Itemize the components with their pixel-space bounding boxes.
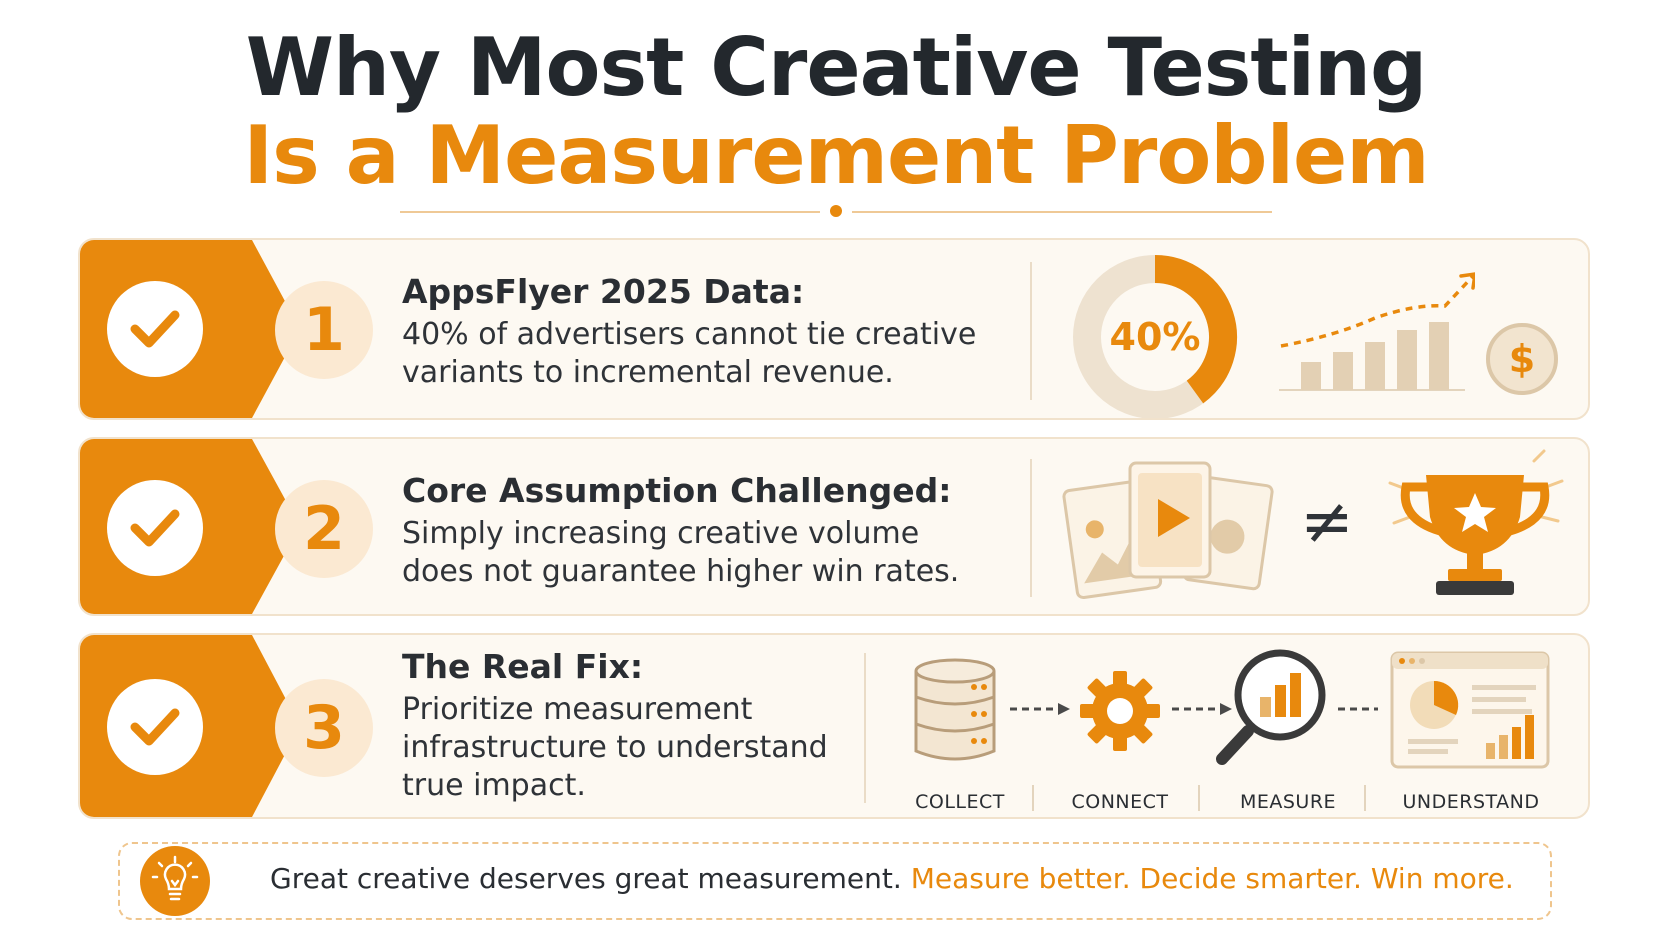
step-separator-2 <box>1198 785 1200 811</box>
row-2-separator <box>1030 459 1032 597</box>
creative-cards-icon <box>1062 461 1274 600</box>
row-3-separator <box>864 653 866 803</box>
row-1-separator <box>1030 262 1032 400</box>
database-icon <box>914 658 996 761</box>
footer-text-accent: Measure better. Decide smarter. Win more… <box>910 862 1514 895</box>
magnifier-chart-icon <box>1216 649 1326 765</box>
row-1-number: 1 <box>275 281 373 379</box>
row-3-body: Prioritize measurement infrastructure to… <box>402 692 828 803</box>
arrow-connect-measure <box>1172 703 1232 715</box>
row-1-check-icon <box>107 281 203 377</box>
row-2-number: 2 <box>275 480 373 578</box>
step-separator-1 <box>1032 785 1034 811</box>
row-2-heading: Core Assumption Challenged: <box>402 471 952 510</box>
row-1-body: 40% of advertisers cannot tie creative v… <box>402 317 977 390</box>
step-separator-3 <box>1364 785 1366 811</box>
gear-icon <box>1080 671 1160 751</box>
step-label-collect: COLLECT <box>915 791 1005 813</box>
row-2-body: Simply increasing creative volume does n… <box>402 516 960 589</box>
title-divider-left <box>400 211 820 213</box>
row-1-heading: AppsFlyer 2025 Data: <box>402 272 805 311</box>
dollar-coin-label: $ <box>1509 337 1535 381</box>
row-2: 2 Core Assumption Challenged: Simply inc… <box>78 437 1590 616</box>
row-2-check-icon <box>107 480 203 576</box>
row-3-number: 3 <box>275 679 373 777</box>
connector-measure-understand <box>1338 707 1378 711</box>
row-3: 3 The Real Fix: Prioritize measurement i… <box>78 633 1590 819</box>
donut-chart-icon: 40% <box>1073 255 1237 418</box>
page-title-line-2: Is a Measurement Problem <box>243 109 1429 202</box>
page-title-line-1: Why Most Creative Testing <box>245 21 1428 114</box>
title-divider-dot <box>830 205 842 217</box>
arrow-collect-connect <box>1010 703 1070 715</box>
row-3-heading: The Real Fix: <box>402 647 644 686</box>
step-label-connect: CONNECT <box>1071 791 1169 813</box>
trophy-icon <box>1388 449 1564 595</box>
footer-text-dark: Great creative deserves great measuremen… <box>270 862 902 895</box>
not-equal-symbol: ≠ <box>1300 485 1354 559</box>
footer-text: Great creative deserves great measuremen… <box>270 862 1514 895</box>
footer-banner: Great creative deserves great measuremen… <box>118 842 1552 920</box>
step-label-measure: MEASURE <box>1239 791 1337 813</box>
row-1: 1 AppsFlyer 2025 Data: 40% of advertiser… <box>78 238 1590 420</box>
dashboard-icon <box>1390 651 1550 769</box>
title-divider-right <box>852 211 1272 213</box>
dollar-coin-icon: $ <box>1486 323 1558 395</box>
donut-label: 40% <box>1110 315 1201 359</box>
row-3-check-icon <box>107 679 203 775</box>
step-label-understand: UNDERSTAND <box>1402 791 1540 813</box>
lightbulb-icon <box>140 846 210 916</box>
bar-growth-chart-icon <box>1279 272 1475 391</box>
